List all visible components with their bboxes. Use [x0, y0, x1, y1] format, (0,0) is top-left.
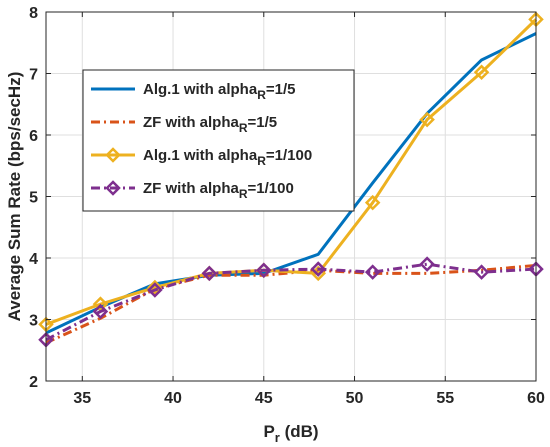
data-point-marker — [419, 111, 435, 128]
legend-label: Alg.1 with alphaR=1/100 — [143, 147, 312, 168]
data-point-marker — [364, 194, 381, 211]
y-tick-label: 5 — [29, 190, 38, 207]
x-axis-label-main: P — [263, 422, 274, 441]
y-tick-label: 6 — [29, 128, 38, 145]
data-point-marker — [310, 261, 326, 277]
x-tick-label: 40 — [164, 390, 182, 407]
x-axis-label-rest: (dB) — [280, 422, 319, 441]
y-tick-label: 7 — [29, 67, 38, 84]
legend-item-4: ZF with alphaR=1/100 — [91, 180, 294, 201]
plot-series — [38, 11, 544, 348]
x-tick-label: 45 — [255, 390, 273, 407]
y-tick-label: 4 — [29, 251, 38, 268]
y-axis-label: Average Sum Rate (bps/secHz) — [5, 72, 24, 322]
x-axis-label-sub: r — [275, 430, 280, 445]
data-point-marker — [473, 64, 490, 81]
legend-item-2: ZF with alphaR=1/5 — [91, 114, 277, 135]
legend-label: ZF with alphaR=1/5 — [143, 114, 277, 135]
legend-marker — [105, 180, 121, 196]
y-tick-label: 8 — [29, 5, 38, 22]
series-line — [45, 263, 537, 345]
legend-label: ZF with alphaR=1/100 — [143, 180, 294, 201]
x-tick-label: 55 — [436, 390, 454, 407]
legend-item-3: Alg.1 with alphaR=1/100 — [91, 147, 312, 168]
x-axis-label: Pr (dB) — [263, 422, 318, 445]
legend: Alg.1 with alphaR=1/5 ZF with alphaR=1/5 A… — [82, 69, 355, 212]
legend-label: Alg.1 with alphaR=1/5 — [143, 81, 295, 102]
y-tick-label: 3 — [29, 313, 38, 330]
x-tick-label: 60 — [527, 390, 545, 407]
series-line — [45, 18, 538, 326]
data-point-marker — [92, 303, 109, 320]
y-tick-label: 2 — [29, 374, 38, 391]
legend-item-1: Alg.1 with alphaR=1/5 — [91, 81, 295, 102]
series-4 — [38, 256, 544, 348]
series-line — [45, 262, 537, 342]
data-point-marker — [147, 279, 163, 296]
legend-marker — [105, 147, 121, 163]
series-3 — [38, 11, 544, 333]
series-2 — [45, 263, 537, 345]
data-point-marker — [256, 262, 272, 279]
data-point-marker — [201, 265, 218, 282]
data-point-marker — [473, 264, 490, 280]
legend-box — [82, 69, 355, 212]
x-tick-label: 35 — [73, 390, 91, 407]
data-point-marker — [419, 256, 435, 272]
data-point-marker — [364, 264, 381, 280]
data-point-marker — [147, 282, 163, 298]
x-tick-label: 50 — [346, 390, 364, 407]
